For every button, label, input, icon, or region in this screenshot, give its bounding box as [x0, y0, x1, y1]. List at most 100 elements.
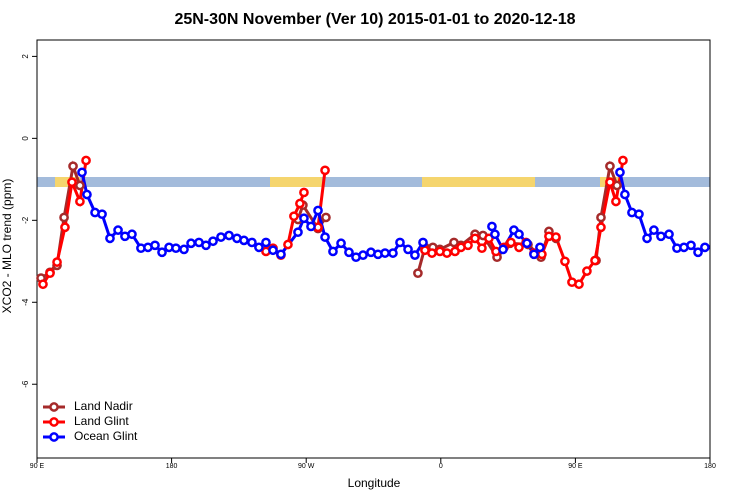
data-point [216, 232, 226, 242]
data-point [105, 233, 115, 244]
data-point [77, 167, 87, 178]
data-point [514, 229, 524, 240]
data-point [127, 229, 137, 240]
data-point [344, 247, 354, 258]
data-point [306, 221, 316, 232]
chart-title: 25N-30N November (Ver 10) 2015-01-01 to … [174, 11, 575, 28]
data-point [605, 177, 615, 188]
land-strip [422, 177, 535, 187]
x-tick-label: 90 W [298, 463, 315, 470]
data-point [299, 187, 309, 198]
y-tick-label: -4 [21, 298, 30, 306]
data-point [529, 249, 539, 260]
data-point [686, 240, 696, 251]
data-point [615, 167, 625, 178]
data-point [179, 244, 189, 255]
data-point [442, 248, 452, 258]
legend-label: Land Glint [74, 414, 129, 428]
x-tick-label: 180 [704, 463, 716, 470]
data-point [388, 248, 398, 258]
data-point [157, 247, 167, 258]
data-point [208, 236, 218, 247]
data-point [620, 189, 630, 200]
data-point [82, 189, 92, 200]
data-point [224, 230, 234, 241]
legend-marker [49, 402, 59, 412]
data-point [59, 212, 69, 223]
data-point [618, 155, 628, 166]
y-tick-label: -2 [21, 216, 30, 224]
data-point [487, 221, 497, 232]
data-point [427, 248, 437, 258]
data-point [560, 256, 570, 267]
data-point [336, 238, 346, 249]
land-strip [270, 177, 322, 187]
data-point [67, 177, 77, 188]
data-point [283, 239, 293, 250]
data-point [605, 161, 615, 172]
data-point [321, 212, 331, 223]
ocean-strip [37, 177, 710, 187]
plot-frame [36, 39, 711, 459]
data-point [81, 155, 91, 166]
data-point [150, 240, 160, 251]
data-point [634, 209, 644, 220]
data-point [596, 222, 606, 233]
data-point [470, 233, 480, 244]
data-point [649, 225, 659, 235]
x-tick-label: 90 E [30, 463, 45, 470]
data-point [498, 244, 508, 255]
data-point [574, 279, 584, 290]
data-point [642, 233, 652, 244]
x-tick-label: 90 E [568, 463, 583, 470]
data-point [535, 242, 545, 253]
data-point [293, 227, 303, 238]
data-point [289, 211, 299, 222]
data-point [596, 212, 606, 223]
data-point [700, 242, 710, 253]
data-point [299, 213, 309, 224]
data-point [247, 237, 257, 248]
data-point [477, 243, 487, 254]
data-point [254, 242, 264, 253]
y-tick-label: -6 [21, 380, 30, 388]
data-point [506, 237, 516, 248]
data-point [295, 198, 305, 209]
y-axis-label: XCO2 - MLO trend (ppm) [0, 179, 14, 314]
data-point [410, 250, 420, 260]
data-point [313, 205, 323, 216]
legend-label: Ocean Glint [74, 429, 138, 443]
y-tick-label: 0 [21, 136, 30, 141]
data-point [113, 225, 123, 235]
data-point [463, 240, 473, 251]
legend-marker [49, 432, 59, 442]
data-point [328, 246, 338, 257]
legend-marker [49, 417, 59, 427]
data-point [693, 247, 703, 258]
data-point [582, 266, 592, 276]
data-point [68, 161, 78, 172]
legend-label: Land Nadir [74, 399, 133, 413]
data-point [45, 268, 55, 279]
data-point [418, 237, 428, 248]
data-point [75, 196, 85, 207]
data-point [52, 257, 62, 267]
x-axis-label: Longitude [348, 476, 401, 490]
data-point [239, 235, 249, 246]
data-point [403, 244, 413, 255]
data-point [358, 250, 368, 260]
data-point [268, 245, 278, 256]
data-point [656, 231, 666, 242]
y-tick-label: 2 [21, 54, 30, 59]
data-point [171, 243, 181, 254]
data-point [413, 268, 423, 279]
data-point [261, 237, 271, 248]
x-tick-label: 0 [439, 463, 443, 470]
data-point [60, 222, 70, 233]
data-point [320, 165, 330, 176]
data-point [514, 242, 524, 253]
data-point [490, 229, 500, 240]
data-point [611, 196, 621, 207]
data-point [522, 238, 532, 249]
